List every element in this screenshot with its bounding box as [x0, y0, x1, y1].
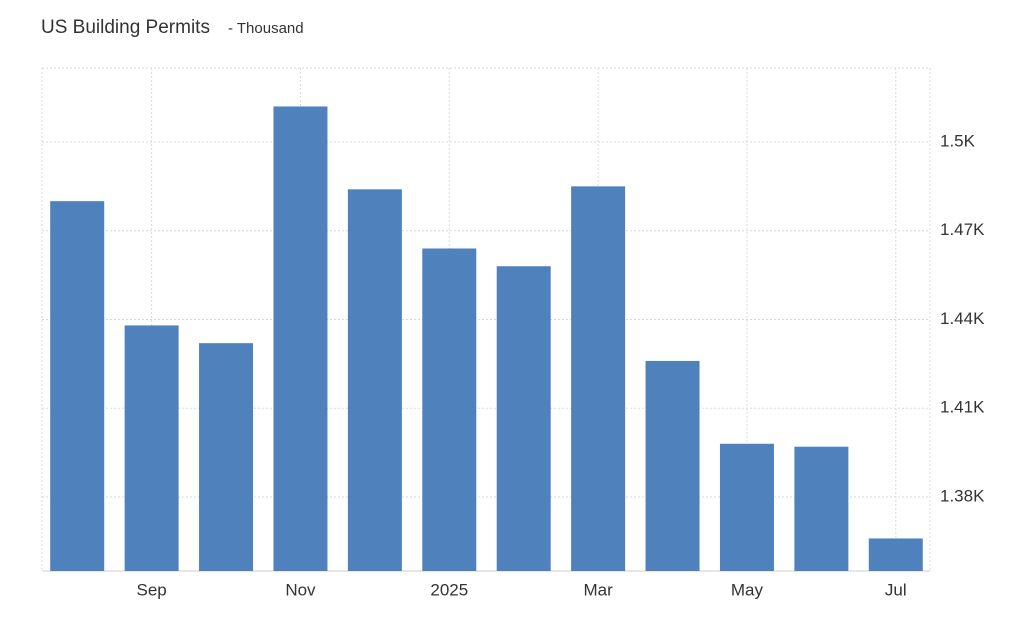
chart-title: US Building Permits: [41, 17, 210, 38]
bar: [645, 360, 700, 571]
x-tick-label: Sep: [137, 580, 167, 599]
bar: [794, 446, 849, 571]
x-tick-label: Jul: [885, 580, 907, 599]
x-tick-label: 2025: [430, 580, 468, 599]
x-tick-label: Mar: [583, 580, 613, 599]
bar: [273, 106, 328, 571]
y-tick-label: 1.47K: [940, 220, 985, 239]
bar: [422, 248, 477, 572]
bar: [571, 186, 626, 571]
bar: [719, 443, 774, 571]
bar: [124, 325, 179, 571]
bar: [199, 343, 254, 571]
bar: [868, 538, 923, 571]
x-tick-label: Nov: [285, 580, 316, 599]
bar: [496, 266, 551, 571]
y-tick-label: 1.38K: [940, 487, 985, 506]
bar: [347, 189, 402, 571]
chart-subtitle: - Thousand: [228, 20, 304, 37]
y-tick-label: 1.44K: [940, 309, 985, 328]
y-tick-label: 1.41K: [940, 398, 985, 417]
bar: [50, 201, 105, 571]
x-tick-label: May: [731, 580, 764, 599]
y-tick-label: 1.5K: [940, 131, 976, 150]
